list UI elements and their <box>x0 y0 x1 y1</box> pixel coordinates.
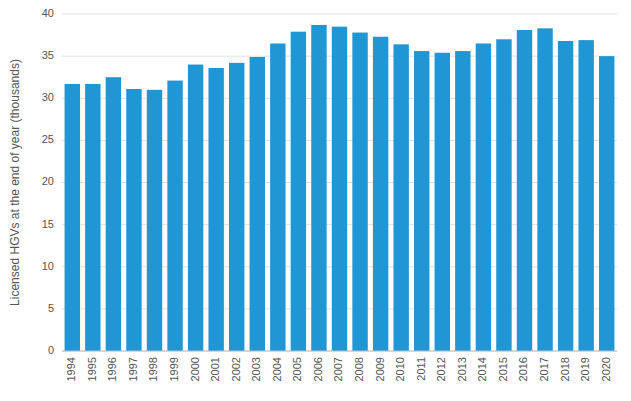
grid <box>62 14 617 351</box>
bar <box>537 28 552 351</box>
x-tick-label: 2019 <box>579 357 591 381</box>
grid-line <box>62 14 617 15</box>
x-tick-label: 1996 <box>106 357 118 381</box>
bar <box>106 77 121 351</box>
bar <box>147 90 162 351</box>
y-tick-label: 0 <box>48 344 54 356</box>
grid-line <box>62 351 617 352</box>
bar <box>126 89 141 351</box>
x-tick-label: 1997 <box>127 357 139 381</box>
bar <box>578 40 593 351</box>
x-axis-line <box>62 351 617 352</box>
x-tick-label: 1999 <box>168 357 180 381</box>
x-tick-label: 2017 <box>538 357 550 381</box>
y-tick-label: 10 <box>42 260 54 272</box>
bar <box>373 37 388 351</box>
x-tick-label: 2008 <box>353 357 365 381</box>
y-tick-label: 40 <box>42 7 54 19</box>
bar <box>270 43 285 351</box>
x-tick-label: 2013 <box>456 357 468 381</box>
bar <box>414 51 429 351</box>
bar <box>332 27 347 351</box>
x-tick-label: 2016 <box>517 357 529 381</box>
bar <box>311 25 326 351</box>
chart-container: 0 5 10 15 20 25 30 35 40 1994 1995 1996 1997 1998 1999… <box>0 0 631 401</box>
y-tick-label: 5 <box>48 302 54 314</box>
bar <box>250 57 265 351</box>
bar <box>352 33 367 351</box>
y-tick-label: 20 <box>42 175 54 187</box>
bar <box>496 39 511 351</box>
bar <box>229 63 244 351</box>
bar <box>517 30 532 351</box>
x-tick-label: 2001 <box>209 357 221 381</box>
bar <box>291 32 306 351</box>
bar <box>188 65 203 351</box>
bar <box>85 84 100 351</box>
x-tick-label: 1994 <box>65 357 77 381</box>
x-tick-label: 2004 <box>271 357 283 381</box>
bar <box>476 43 491 351</box>
x-tick-label: 2005 <box>291 357 303 381</box>
x-tick-label: 2018 <box>559 357 571 381</box>
x-tick-label: 2015 <box>497 357 509 381</box>
x-tick-label: 1995 <box>86 357 98 381</box>
chart-svg: 0 5 10 15 20 25 30 35 40 1994 1995 1996 1997 1998 1999… <box>0 0 631 401</box>
y-tick-label: 25 <box>42 133 54 145</box>
bar <box>558 41 573 351</box>
x-tick-label: 2020 <box>600 357 612 381</box>
y-tick-label: 15 <box>42 218 54 230</box>
x-tick-label: 2002 <box>230 357 242 381</box>
x-tick-label: 2011 <box>415 357 427 381</box>
bar <box>435 53 450 351</box>
y-tick-label: 35 <box>42 49 54 61</box>
bar <box>208 68 223 351</box>
x-tick-label: 2014 <box>476 357 488 381</box>
x-axis: 1994 1995 1996 1997 1998 1999 2000 2001 2002 2003… <box>65 357 611 381</box>
x-tick-label: 2003 <box>250 357 262 381</box>
y-axis-label: Licensed HGVs at the end of year (thousa… <box>8 59 22 306</box>
bar <box>167 81 182 351</box>
y-tick-label: 30 <box>42 91 54 103</box>
bar <box>599 56 614 351</box>
bars <box>65 25 615 351</box>
x-tick-label: 2006 <box>312 357 324 381</box>
bar <box>65 84 80 351</box>
bar <box>455 51 470 351</box>
x-tick-label: 2010 <box>394 357 406 381</box>
x-tick-label: 2012 <box>435 357 447 381</box>
x-tick-label: 1998 <box>147 357 159 381</box>
bar <box>393 44 408 351</box>
x-tick-label: 2007 <box>332 357 344 381</box>
x-tick-label: 2000 <box>189 357 201 381</box>
x-tick-label: 2009 <box>374 357 386 381</box>
y-axis: 0 5 10 15 20 25 30 35 40 <box>42 7 54 356</box>
